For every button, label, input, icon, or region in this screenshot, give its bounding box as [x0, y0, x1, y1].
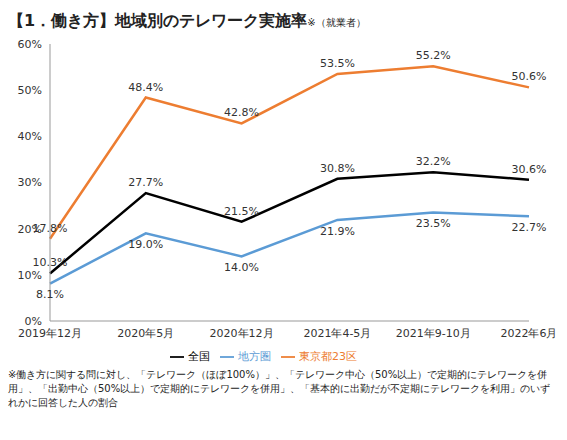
svg-text:40%: 40% [18, 130, 42, 143]
svg-text:19.0%: 19.0% [128, 238, 163, 251]
svg-text:14.0%: 14.0% [224, 261, 259, 274]
svg-text:2021年4-5月: 2021年4-5月 [303, 327, 371, 340]
html-text:【1．働き方】地域別のテレワーク実施率※（就業者）: 【1．働き方】地域別のテレワーク実施率※（就業者） [8, 11, 366, 30]
svg-text:10%: 10% [18, 269, 42, 282]
svg-text:10.3%: 10.3% [33, 256, 68, 269]
svg-text:42.8%: 42.8% [224, 106, 259, 119]
svg-text:2020年5月: 2020年5月 [117, 327, 174, 340]
svg-text:22.7%: 22.7% [512, 221, 547, 234]
svg-text:8.1%: 8.1% [36, 288, 64, 301]
svg-text:2021年9-10月: 2021年9-10月 [396, 327, 471, 340]
svg-text:2020年12月: 2020年12月 [210, 327, 274, 340]
svg-text:30.8%: 30.8% [320, 162, 355, 175]
svg-text:17.8%: 17.8% [33, 222, 68, 235]
svg-text:2022年6月: 2022年6月 [501, 327, 558, 340]
svg-text:48.4%: 48.4% [128, 81, 163, 94]
svg-text:30.6%: 30.6% [512, 163, 547, 176]
svg-text:60%: 60% [18, 38, 42, 51]
svg-text:21.9%: 21.9% [320, 225, 355, 238]
svg-text:50.6%: 50.6% [512, 70, 547, 83]
html-text:※働き方に関する問に対し、「テレワーク（ほぼ100%）」、「: ※働き方に関する問に対し、「テレワーク（ほぼ100%）」、「テレワーク中心（50… [8, 369, 551, 408]
svg-text:55.2%: 55.2% [416, 49, 451, 62]
svg-text:21.5%: 21.5% [224, 205, 259, 218]
svg-text:53.5%: 53.5% [320, 57, 355, 70]
svg-text:50%: 50% [18, 84, 42, 97]
svg-text:23.5%: 23.5% [416, 217, 451, 230]
html-text:東京都23区: 東京都23区 [299, 350, 357, 363]
svg-text:2019年12月: 2019年12月 [18, 327, 82, 340]
svg-text:0%: 0% [25, 315, 42, 328]
html-text:全国: 全国 [188, 350, 210, 363]
svg-text:30%: 30% [18, 176, 42, 189]
svg-text:27.7%: 27.7% [128, 176, 163, 189]
svg-text:32.2%: 32.2% [416, 155, 451, 168]
html-text:地方圏: 地方圏 [238, 350, 271, 363]
svg-text:20%: 20% [17, 222, 42, 236]
